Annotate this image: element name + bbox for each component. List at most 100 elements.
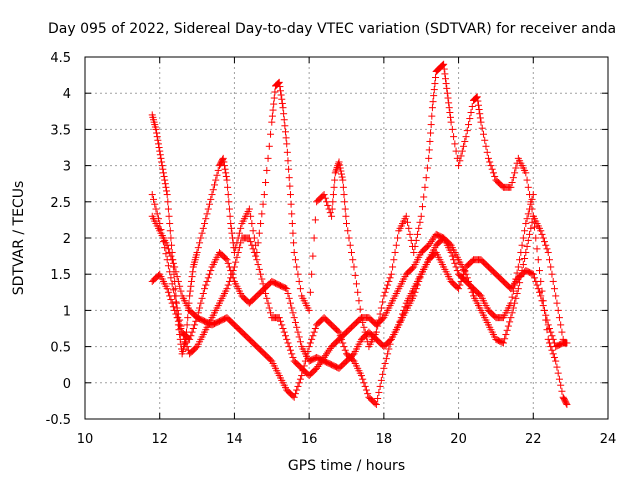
data-point — [380, 292, 388, 300]
data-point — [450, 256, 458, 264]
data-point — [547, 328, 555, 336]
data-point — [517, 248, 525, 256]
data-point — [247, 238, 255, 246]
data-point — [257, 270, 265, 278]
data-point — [467, 109, 475, 117]
data-point — [159, 165, 167, 173]
data-point — [341, 205, 349, 213]
data-point — [545, 325, 553, 332]
data-point — [192, 344, 200, 352]
data-point — [198, 294, 206, 302]
data-point — [543, 316, 551, 324]
data-point — [285, 165, 293, 173]
data-point — [474, 97, 482, 105]
data-point — [282, 134, 290, 142]
data-point — [311, 216, 319, 224]
data-point — [544, 321, 552, 329]
data-point — [203, 210, 211, 218]
data-point — [153, 210, 161, 218]
data-point — [351, 271, 359, 279]
data-point — [442, 80, 450, 88]
data-point — [339, 176, 347, 184]
data-point — [444, 94, 452, 102]
data-point — [232, 258, 240, 266]
x-axis-label: GPS time / hours — [288, 458, 405, 474]
data-point — [355, 297, 363, 305]
data-point — [174, 310, 182, 318]
data-point — [426, 239, 434, 247]
data-point — [418, 203, 426, 211]
data-point — [199, 290, 207, 298]
data-point — [230, 263, 238, 271]
data-point — [187, 332, 195, 340]
x-tick-label: 22 — [525, 432, 542, 447]
data-point — [364, 390, 372, 398]
data-point — [199, 224, 207, 232]
data-point — [387, 270, 395, 278]
data-point — [487, 162, 495, 170]
x-tick-label: 10 — [77, 432, 94, 447]
data-point — [548, 332, 556, 340]
data-point — [149, 195, 157, 203]
data-point — [286, 346, 294, 354]
data-point — [549, 350, 557, 358]
data-point — [204, 274, 212, 282]
data-point — [553, 363, 561, 371]
data-point — [389, 263, 397, 271]
data-point — [159, 169, 167, 177]
data-point — [356, 305, 364, 313]
data-point — [528, 270, 536, 278]
data-point — [193, 248, 201, 256]
data-point — [336, 164, 344, 172]
data-point — [534, 256, 542, 264]
data-point — [448, 125, 456, 133]
data-point — [411, 242, 419, 250]
x-tick-label: 24 — [600, 432, 617, 447]
data-point — [211, 181, 219, 189]
y-tick-label: 3 — [63, 160, 71, 175]
data-point — [245, 234, 253, 242]
data-point — [557, 321, 565, 329]
data-point — [335, 158, 343, 166]
data-point — [529, 270, 537, 278]
data-point — [270, 94, 278, 102]
data-point — [167, 234, 175, 242]
data-point — [286, 299, 294, 307]
data-point — [182, 339, 190, 347]
data-point — [507, 314, 515, 322]
data-point — [416, 218, 424, 226]
data-point — [408, 264, 416, 272]
data-point — [349, 256, 357, 264]
data-point — [524, 183, 532, 191]
data-point — [283, 335, 291, 343]
data-point — [264, 299, 272, 307]
data-point — [462, 270, 470, 278]
data-point — [529, 191, 537, 199]
data-point — [187, 282, 195, 290]
data-point — [189, 325, 197, 332]
y-tick-label: 2 — [63, 232, 71, 247]
data-point — [222, 169, 230, 177]
data-point — [425, 154, 433, 162]
data-point — [177, 287, 185, 295]
data-point — [293, 263, 301, 271]
data-point — [438, 61, 446, 69]
data-point — [361, 382, 369, 390]
data-point — [183, 343, 191, 351]
data-point — [267, 130, 275, 138]
y-tick-label: 4.5 — [50, 51, 71, 66]
data-point — [562, 399, 570, 407]
data-point — [288, 210, 296, 218]
data-point — [301, 357, 309, 365]
data-point — [158, 162, 166, 170]
data-point — [320, 191, 328, 199]
data-point — [458, 147, 466, 155]
data-point — [523, 242, 531, 250]
data-point — [315, 361, 323, 369]
data-point — [255, 229, 263, 237]
data-point — [428, 104, 436, 112]
data-point — [290, 393, 298, 401]
data-point — [441, 70, 449, 78]
data-point — [281, 332, 289, 340]
data-point — [163, 285, 171, 293]
